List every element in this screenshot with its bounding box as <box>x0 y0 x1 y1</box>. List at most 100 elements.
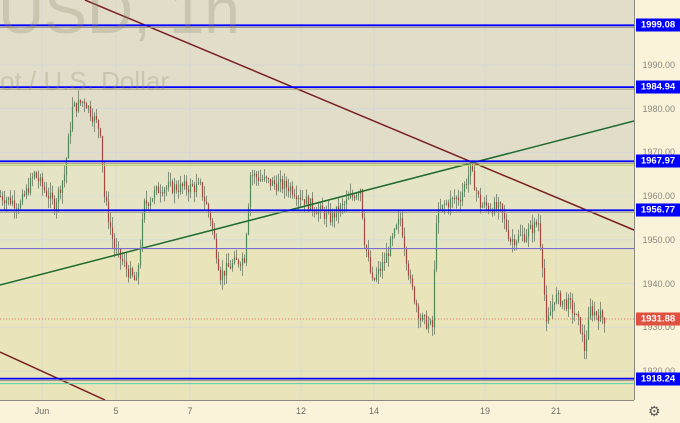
candle-body <box>73 102 76 107</box>
candle-body <box>437 209 440 224</box>
price-tick: 1990.00 <box>642 60 675 70</box>
candle-body <box>425 315 428 329</box>
level-label: 1967.97 <box>636 154 680 168</box>
candle-body <box>21 194 24 203</box>
candle-body <box>341 204 344 206</box>
candle-body <box>325 211 328 219</box>
candle-body <box>603 317 606 324</box>
candle-body <box>529 224 532 229</box>
candle-body <box>169 181 172 183</box>
candle-body <box>7 197 10 200</box>
candle-body <box>205 201 208 205</box>
candle-body <box>573 312 576 316</box>
chart-area[interactable]: USD, 1h ot / U.S. Dollar <box>0 0 634 400</box>
candle-body <box>45 190 48 197</box>
candle-body <box>323 210 326 219</box>
candle-body <box>89 105 92 117</box>
candle-body <box>587 317 590 340</box>
candle-body <box>537 223 540 225</box>
candle-body <box>131 268 134 276</box>
candle-body <box>451 197 454 199</box>
candle-body <box>565 299 568 310</box>
candle-body <box>53 198 56 212</box>
candle-body <box>601 310 604 318</box>
candle-body <box>81 101 84 103</box>
chart-canvas[interactable] <box>0 0 634 400</box>
time-tick: 5 <box>113 406 119 416</box>
candle-body <box>283 180 286 190</box>
candle-body <box>47 196 50 199</box>
candle-body <box>539 223 542 247</box>
candle-body <box>461 192 464 202</box>
candle-body <box>225 263 228 276</box>
candle-body <box>295 196 298 200</box>
candle-body <box>5 199 8 204</box>
candle-body <box>597 315 600 322</box>
candle-body <box>253 173 256 176</box>
candle-body <box>13 200 16 209</box>
candle-body <box>35 172 38 178</box>
level-label: 1956.77 <box>636 203 680 217</box>
candle-body <box>375 274 378 281</box>
candle-body <box>301 199 304 201</box>
candle-body <box>593 311 596 316</box>
candle-body <box>509 238 512 242</box>
candle-body <box>535 221 538 225</box>
candle-body <box>129 268 132 278</box>
candle-body <box>453 197 456 200</box>
candle-body <box>423 315 426 316</box>
candle-body <box>237 259 240 265</box>
level-label: 1984.94 <box>636 80 680 94</box>
current-price-label: 1931.88 <box>636 312 680 326</box>
candle-body <box>203 196 206 202</box>
candle-body <box>77 99 80 112</box>
candle-body <box>383 261 386 264</box>
candle-body <box>33 172 36 178</box>
candle-body <box>249 175 252 208</box>
candle-body <box>541 246 544 268</box>
candle-body <box>67 136 70 159</box>
candle-body <box>103 165 106 197</box>
candle-body <box>97 120 100 129</box>
candle-body <box>243 258 246 263</box>
candle-body <box>241 258 244 266</box>
candle-body <box>393 228 396 237</box>
candle-body <box>417 305 420 318</box>
candle-body <box>65 158 68 175</box>
candle-body <box>233 257 236 264</box>
candle-body <box>577 313 580 318</box>
candle-body <box>19 202 22 209</box>
price-axis[interactable]: 1990.00 1980.00 1970.00 1960.00 1950.00 1940.… <box>634 0 680 400</box>
candle-body <box>525 236 528 242</box>
candle-body <box>239 264 242 266</box>
gear-icon[interactable]: ⚙ <box>648 403 661 419</box>
time-tick: 7 <box>187 406 193 416</box>
candle-body <box>411 278 414 288</box>
candle-body <box>555 294 558 303</box>
price-tick: 1950.00 <box>642 234 675 245</box>
candle-body <box>87 105 90 109</box>
candle-body <box>101 136 104 166</box>
candle-body <box>389 238 392 257</box>
candle-body <box>387 253 390 257</box>
candle-body <box>513 238 516 246</box>
candle-body <box>483 202 486 206</box>
candle-body <box>171 181 174 193</box>
time-axis[interactable]: Jun 5 7 12 14 19 21 <box>0 400 634 423</box>
candle-body <box>197 182 200 185</box>
candle-body <box>135 277 138 281</box>
candle-body <box>193 185 196 193</box>
candle-body <box>85 103 88 109</box>
candle-body <box>367 250 370 258</box>
candle-body <box>579 317 582 333</box>
candle-body <box>165 187 168 190</box>
candle-body <box>475 190 478 192</box>
candle-body <box>575 313 578 316</box>
candle-body <box>347 198 350 200</box>
level-label: 1999.08 <box>636 18 680 32</box>
candle-body <box>91 116 94 122</box>
candle-body <box>309 198 312 210</box>
candle-body <box>125 261 128 269</box>
candle-body <box>557 292 560 295</box>
candle-body <box>349 194 352 199</box>
